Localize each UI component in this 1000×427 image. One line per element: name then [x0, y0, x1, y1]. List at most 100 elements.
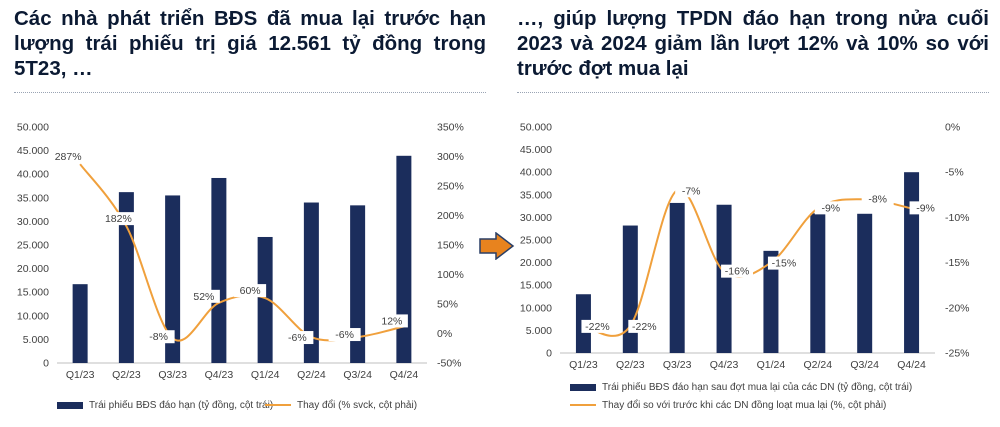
x-axis-tick: Q4/24: [390, 369, 419, 381]
left-axis-tick: 50.000: [520, 122, 552, 134]
left-axis-tick: 40.000: [520, 167, 552, 179]
right-axis-tick: 0%: [945, 122, 960, 134]
x-axis-tick: Q2/23: [112, 369, 141, 381]
data-label-q2-23: 182%: [105, 213, 132, 225]
left-axis-tick: 10.000: [17, 310, 49, 322]
bar-q1-23: [72, 284, 88, 363]
bar-q3-24: [350, 205, 366, 363]
data-label-bg: [102, 212, 135, 226]
x-axis-tick: Q1/24: [251, 369, 280, 381]
left-axis-tick: 45.000: [17, 145, 49, 157]
left-axis-tick: 25.000: [17, 240, 49, 252]
x-axis-tick: Q3/23: [663, 359, 692, 371]
x-axis-tick: Q2/23: [616, 359, 645, 371]
data-label-q1-23: -22%: [585, 321, 610, 333]
legend-bar-swatch: [57, 402, 83, 409]
left-axis-tick: 30.000: [17, 216, 49, 228]
bar-q1-24: [257, 236, 273, 363]
left-axis-tick: 0: [546, 348, 552, 360]
bar-q2-23: [622, 225, 638, 353]
data-label-q2-23: -22%: [632, 321, 657, 333]
data-label-bg: [861, 192, 894, 206]
data-label-bg: [234, 284, 267, 298]
data-label-bg: [281, 331, 314, 345]
legend-label: Trái phiếu BĐS đáo hạn sau đợt mua lại c…: [602, 381, 912, 393]
right-arrow-icon: [479, 232, 515, 260]
right-axis-tick: -15%: [945, 257, 970, 269]
left-axis-tick: 20.000: [17, 263, 49, 275]
x-axis-tick: Q1/23: [569, 359, 598, 371]
left-axis-tick: 20.000: [520, 257, 552, 269]
data-label-bg: [814, 201, 847, 215]
bar-q2-24: [810, 213, 826, 353]
legend-bar-swatch: [570, 384, 596, 391]
left-axis-tick: 40.000: [17, 169, 49, 181]
right-axis-tick: 200%: [437, 210, 464, 222]
right-title-divider: [517, 92, 989, 93]
left-axis-tick: 5.000: [526, 325, 552, 337]
legend-label: Trái phiếu BĐS đáo hạn (tỷ đồng, cột trá…: [89, 399, 273, 411]
bar-q3-23: [165, 195, 181, 363]
x-axis-tick: Q2/24: [297, 369, 326, 381]
right-axis-tick: 250%: [437, 181, 464, 193]
data-label-bg: [675, 184, 708, 198]
data-label-q1-23: 287%: [55, 151, 82, 163]
left-title-divider: [14, 92, 486, 93]
x-axis-tick: Q3/23: [158, 369, 187, 381]
left-axis-tick: 25.000: [520, 235, 552, 247]
data-label-q4-24: 12%: [381, 315, 402, 327]
data-label-q2-24: -6%: [288, 332, 307, 344]
right-combo-chart: 0 5.000 10.000 15.000 20.000 25.000 30.000 35.0…: [520, 122, 970, 412]
data-label-bg: [628, 319, 661, 333]
right-axis-tick: -10%: [945, 212, 970, 224]
bar-q3-23: [669, 202, 685, 353]
data-label-q1-24: -15%: [772, 258, 797, 270]
data-label-q4-23: -16%: [725, 266, 750, 278]
data-label-bg: [581, 319, 614, 333]
x-axis-tick: Q4/23: [205, 369, 234, 381]
data-label-q4-24: -9%: [916, 202, 935, 214]
right-axis-tick: 350%: [437, 122, 464, 134]
right-axis-tick: -5%: [945, 167, 964, 179]
bar-q4-24: [904, 172, 920, 353]
right-axis-tick: 300%: [437, 151, 464, 163]
data-label-q3-23: -8%: [149, 331, 168, 343]
bar-q2-24: [303, 202, 319, 363]
x-axis-tick: Q3/24: [850, 359, 879, 371]
right-chart-title: …, giúp lượng TPDN đáo hạn trong nửa cuố…: [517, 7, 989, 80]
x-axis-tick: Q1/23: [66, 369, 95, 381]
data-label-q3-24: -6%: [335, 329, 354, 341]
left-axis-tick: 0: [43, 358, 49, 370]
data-label-bg: [52, 150, 85, 164]
left-axis-tick: 35.000: [520, 189, 552, 201]
left-axis-tick: 15.000: [520, 280, 552, 292]
x-axis-tick: Q4/24: [897, 359, 926, 371]
left-axis-tick: 50.000: [17, 122, 49, 134]
right-axis-tick: -25%: [945, 348, 970, 360]
right-axis-tick: -20%: [945, 302, 970, 314]
right-axis-tick: -50%: [437, 358, 462, 370]
data-label-q3-23: -7%: [682, 185, 701, 197]
left-chart-title: Các nhà phát triển BĐS đã mua lại trước …: [14, 7, 486, 80]
legend-label: Thay đổi so với trước khi các DN đồng lo…: [602, 399, 886, 411]
legend-label: Thay đổi (% svck, cột phải): [297, 399, 417, 411]
right-axis-tick: 0%: [437, 328, 452, 340]
left-axis-tick: 5.000: [23, 334, 49, 346]
bar-q4-23: [716, 204, 732, 353]
left-axis-tick: 35.000: [17, 192, 49, 204]
data-label-bg: [187, 289, 220, 303]
data-label-bg: [328, 328, 361, 342]
data-label-q2-24: -9%: [821, 202, 840, 214]
data-label-q3-24: -8%: [868, 193, 887, 205]
bar-q4-23: [211, 177, 227, 363]
right-axis-tick: 100%: [437, 269, 464, 281]
x-axis-tick: Q3/24: [343, 369, 372, 381]
data-label-bg: [375, 314, 408, 328]
right-axis-tick: 50%: [437, 299, 458, 311]
bar-q3-24: [857, 213, 873, 353]
right-axis-tick: 150%: [437, 240, 464, 252]
left-axis-tick: 45.000: [520, 144, 552, 156]
left-axis-tick: 15.000: [17, 287, 49, 299]
bar-q1-24: [763, 250, 779, 353]
left-combo-chart: 0 5.000 10.000 15.000 20.000 25.000 30.000 35.0…: [17, 122, 464, 412]
